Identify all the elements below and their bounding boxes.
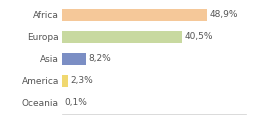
Text: 8,2%: 8,2% [88, 54, 111, 63]
Bar [62, 9, 207, 21]
Text: 0,1%: 0,1% [64, 98, 87, 108]
Bar [62, 53, 86, 65]
Text: 40,5%: 40,5% [185, 32, 213, 41]
Bar [62, 31, 182, 43]
Bar [62, 75, 68, 87]
Text: 2,3%: 2,3% [71, 76, 94, 85]
Text: 48,9%: 48,9% [210, 10, 238, 19]
